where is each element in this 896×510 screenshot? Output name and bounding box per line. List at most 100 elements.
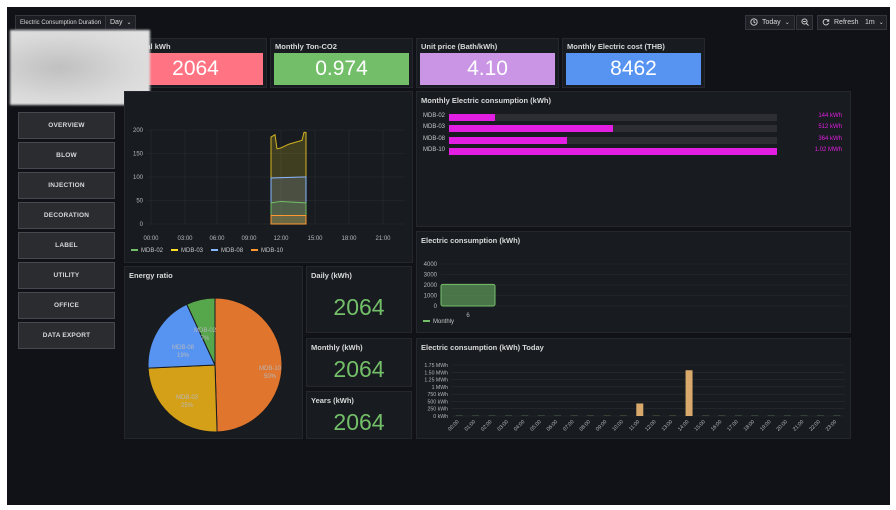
stat-unit-price: Unit price (Bath/kWh) 4.10 xyxy=(416,38,559,88)
today-bar xyxy=(504,415,512,416)
chevron-down-icon: ⌄ xyxy=(784,20,790,26)
chevron-down-icon: ⌄ xyxy=(126,20,132,26)
x-tick-label: 16:00 xyxy=(710,419,724,433)
refresh-button[interactable]: Refresh xyxy=(817,15,864,30)
time-range-picker[interactable]: Today ⌄ xyxy=(745,15,795,30)
stat-value: 2064 xyxy=(172,57,219,80)
legend-item[interactable]: MDB-10 xyxy=(251,248,283,254)
bargauge-rows: MDB-02 144 kWh MDB-03 512 kWh MDB-08 364 kWh M… xyxy=(417,92,850,172)
x-tick-label: 01:00 xyxy=(464,419,478,433)
legend-item[interactable]: MDB-02 xyxy=(131,248,163,254)
nav-blow-button[interactable]: BLOW xyxy=(18,142,115,169)
x-tick-label: 08:00 xyxy=(579,419,593,433)
legend-label: MDB-10 xyxy=(261,248,284,254)
timeseries-panel: 200 150 100 50 0 00:00 03:00 06:00 09:00 12:00 15:… xyxy=(124,91,413,263)
nav-overview-button[interactable]: OVERVIEW xyxy=(18,112,115,139)
bargauge-track xyxy=(449,114,777,121)
x-tick-label: 14:00 xyxy=(677,419,691,433)
panel-title: Electric consumption (kWh) xyxy=(421,236,521,245)
pie-percent: 19% xyxy=(177,353,190,359)
monthly-chart: 4000 3000 2000 1000 0 6 xyxy=(424,262,847,319)
y-tick-label: 3000 xyxy=(424,273,438,279)
bargauge-panel: Monthly Electric consumption (kWh) MDB-0… xyxy=(416,91,851,227)
legend-swatch xyxy=(423,320,430,323)
panel-title: Years (kWh) xyxy=(311,396,354,405)
nav-utility-button[interactable]: UTILITY xyxy=(18,262,115,289)
pie-label: MDB-02 xyxy=(194,328,217,334)
panel-title: Electric consumption (kWh) Today xyxy=(421,343,544,352)
stat-box: 4.10 xyxy=(420,53,555,85)
bargauge-label: MDB-10 xyxy=(423,147,446,154)
nav-injection-button[interactable]: INJECTION xyxy=(18,172,115,199)
y-tick-label: 0 xyxy=(140,222,144,228)
today-bar xyxy=(652,415,660,416)
x-tick-label: 20:00 xyxy=(776,419,790,433)
bargauge-track xyxy=(449,125,777,133)
y-tick-label: 200 xyxy=(133,128,144,134)
stat-ton-co2: Monthly Ton-CO2 0.974 xyxy=(270,38,413,88)
monthly-panel: Monthly (kWh) 2064 xyxy=(306,338,412,387)
y-tick-label: 1.25 MWh xyxy=(424,378,448,384)
y-tick-label: 1 MWh xyxy=(432,385,449,391)
bargauge-fill xyxy=(449,148,777,156)
today-bar xyxy=(619,415,627,416)
stat-title: Unit price (Bath/kWh) xyxy=(421,42,498,51)
dashboard: Electric Consumption Duration Day ⌄ Toda… xyxy=(7,7,890,505)
nav-label-button[interactable]: LABEL xyxy=(18,232,115,259)
legend-item[interactable]: MDB-03 xyxy=(171,248,203,254)
monthly-value: 2064 xyxy=(333,356,385,382)
x-tick-label: 05:00 xyxy=(529,419,543,433)
duration-label: Electric Consumption Duration xyxy=(20,19,102,26)
x-tick-label: 00:00 xyxy=(447,419,461,433)
x-tick-label: 18:00 xyxy=(341,236,357,242)
today-bar xyxy=(636,403,644,416)
today-bar xyxy=(784,415,792,416)
x-tick-label: 23:00 xyxy=(825,419,839,433)
bargauge-fill xyxy=(449,114,495,121)
y-tick-label: 100 xyxy=(133,175,144,181)
today-bar xyxy=(488,415,496,416)
stat-box: 8462 xyxy=(566,53,701,85)
legend-item[interactable]: MDB-08 xyxy=(211,248,243,254)
x-tick-label: 04:00 xyxy=(513,419,527,433)
x-tick-label: 15:00 xyxy=(693,419,707,433)
nav-office-button[interactable]: OFFICE xyxy=(18,292,115,319)
today-bar xyxy=(685,370,693,416)
refresh-label: Refresh xyxy=(834,19,859,26)
bargauge-label: MDB-02 xyxy=(423,113,446,119)
pie-slice xyxy=(186,297,216,366)
y-tick-label: 500 kWh xyxy=(428,399,449,405)
x-tick-label: 09:00 xyxy=(241,236,257,242)
series-mdb-10 xyxy=(270,215,307,225)
x-tick-label: 12:00 xyxy=(273,236,289,242)
today-bar xyxy=(800,415,808,416)
series-mdb-03 xyxy=(270,131,307,225)
y-tick-label: 250 kWh xyxy=(428,407,449,413)
pie-label: MDB-03 xyxy=(176,395,199,401)
legend-label: MDB-02 xyxy=(141,248,164,254)
pie-slice xyxy=(214,297,283,433)
x-tick-label: 11:00 xyxy=(628,419,641,432)
refresh-interval-select[interactable]: 1m ⌄ xyxy=(863,15,887,30)
x-tick-label: 17:00 xyxy=(726,419,740,433)
x-tick-label: 03:00 xyxy=(496,419,510,433)
stat-title: Monthly Ton-CO2 xyxy=(275,42,337,51)
legend-swatch xyxy=(171,249,179,252)
zoom-out-button[interactable] xyxy=(796,15,813,30)
bargauge-row: MDB-02 144 kWh xyxy=(417,113,850,122)
x-tick-label: 00:00 xyxy=(143,236,159,242)
x-tick-label: 06:00 xyxy=(209,236,225,242)
nav-decoration-button[interactable]: DECORATION xyxy=(18,202,115,229)
x-tick-label: 07:00 xyxy=(562,419,576,433)
y-tick-label: 0 kWh xyxy=(433,414,448,420)
pie-slice xyxy=(147,364,218,433)
bargauge-value: 144 kWh xyxy=(818,113,842,119)
monthly-legend[interactable]: Monthly xyxy=(423,319,454,325)
duration-select[interactable]: Day ⌄ xyxy=(105,15,137,30)
stat-value: 0.974 xyxy=(315,57,368,80)
duration-variable: Electric Consumption Duration xyxy=(15,15,107,30)
x-tick-label: 06:00 xyxy=(546,419,560,433)
legend-label: MDB-08 xyxy=(221,248,244,254)
nav-data-export-button[interactable]: DATA EXPORT xyxy=(18,322,115,349)
pie-label: MDB-08 xyxy=(172,345,195,351)
